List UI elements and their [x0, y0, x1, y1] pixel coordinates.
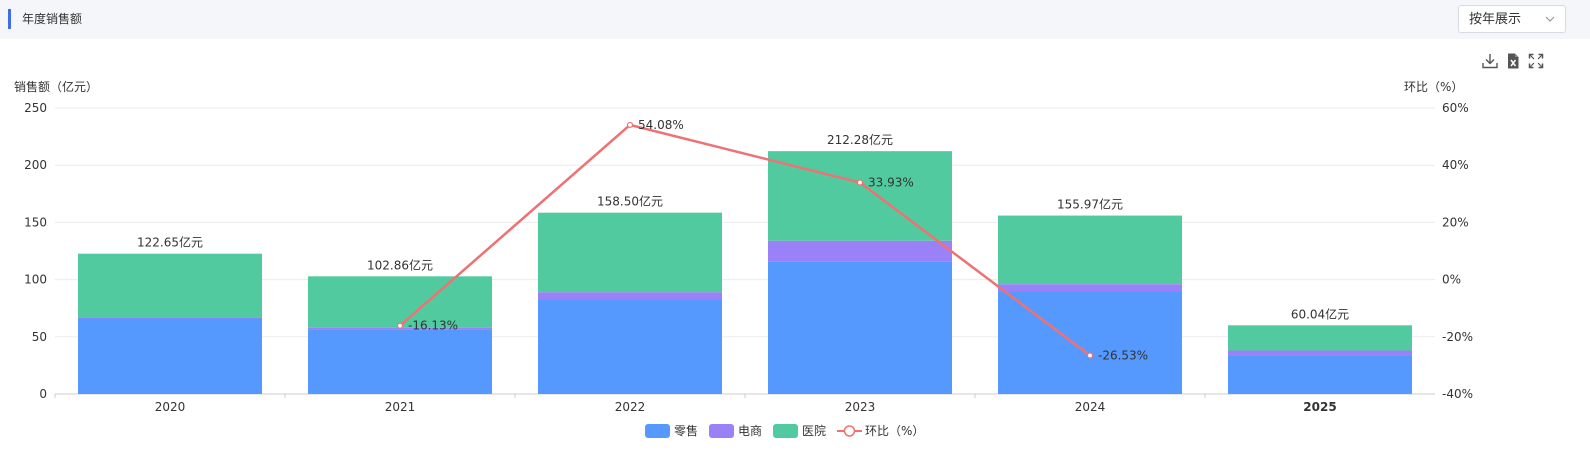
bar-total-label: 102.86亿元 [367, 257, 433, 272]
y2-tick-label: -20% [1442, 330, 1473, 344]
display-mode-select[interactable]: 按年展示 [1458, 5, 1566, 33]
y2-tick-label: 20% [1442, 215, 1469, 229]
bar-total-label: 122.65亿元 [137, 235, 203, 250]
y-tick-label: 150 [24, 215, 47, 229]
legend-swatch-ecommerce [709, 424, 734, 438]
growth-point [1086, 352, 1094, 359]
y-axis-title: 销售额（亿元） [14, 79, 98, 94]
y2-axis-title: 环比（%） [1404, 80, 1463, 94]
chevron-down-icon [1545, 16, 1555, 22]
y-tick-label: 50 [32, 330, 47, 344]
bar-ecommerce [998, 284, 1182, 292]
y2-tick-label: 0% [1442, 273, 1461, 287]
growth-label: -16.13% [408, 319, 458, 333]
legend-label: 零售 [674, 423, 698, 438]
panel-title: 年度销售额 [22, 12, 83, 26]
legend-swatch-retail [645, 424, 670, 438]
x-tick-label: 2020 [155, 400, 186, 414]
x-tick-label: 2021 [385, 400, 416, 414]
growth-point [626, 121, 634, 129]
bar-retail [308, 329, 492, 394]
growth-line [399, 123, 1091, 357]
y-tick-label: 100 [24, 273, 47, 287]
bar-retail [768, 261, 952, 394]
fullscreen-icon[interactable] [1527, 52, 1545, 70]
x-tick-label: 2023 [845, 400, 876, 414]
y2-tick-label: -40% [1442, 387, 1473, 401]
panel-header: 年度销售额 按年展示 [0, 0, 1590, 39]
bar-hospital [1228, 325, 1412, 351]
y2-tick-label: 40% [1442, 158, 1469, 172]
y-tick-label: 250 [24, 101, 47, 115]
legend-marker-growth [843, 425, 856, 437]
legend-label: 电商 [738, 423, 762, 438]
y-tick-label: 0 [39, 387, 47, 401]
bar-retail [1228, 355, 1412, 394]
x-tick-label: 2022 [615, 400, 646, 414]
bar-ecommerce [538, 292, 722, 300]
bar-hospital [998, 215, 1182, 285]
legend-swatch-hospital [773, 424, 798, 438]
growth-label: 54.08% [638, 118, 684, 132]
bar-total-label: 155.97亿元 [1057, 197, 1123, 212]
growth-point [856, 179, 864, 186]
header-accent-bar [8, 9, 11, 29]
display-mode-value: 按年展示 [1469, 12, 1522, 27]
legend-label: 医院 [802, 424, 826, 438]
legend-label: 环比（%） [865, 424, 924, 438]
bar-ecommerce [78, 317, 262, 319]
excel-export-icon[interactable] [1504, 52, 1522, 70]
x-tick-label: 2024 [1075, 400, 1106, 414]
growth-point [396, 322, 404, 329]
y2-tick-label: 60% [1442, 101, 1469, 115]
bar-total-label: 212.28亿元 [827, 132, 893, 147]
bar-total-label: 158.50亿元 [597, 194, 663, 209]
bar-hospital [308, 276, 492, 328]
growth-label: -26.53% [1098, 348, 1148, 362]
bar-hospital [538, 212, 722, 293]
bar-retail [78, 318, 262, 394]
bar-hospital [78, 253, 262, 318]
growth-label: 33.93% [868, 176, 914, 190]
y-tick-label: 200 [24, 158, 47, 172]
bar-total-label: 60.04亿元 [1291, 306, 1349, 321]
x-tick-label: 2025 [1303, 400, 1336, 414]
bar-ecommerce [768, 240, 952, 262]
bar-hospital [768, 151, 952, 241]
bar-retail [538, 299, 722, 394]
download-icon[interactable] [1481, 52, 1499, 70]
bar-ecommerce [1228, 350, 1412, 356]
